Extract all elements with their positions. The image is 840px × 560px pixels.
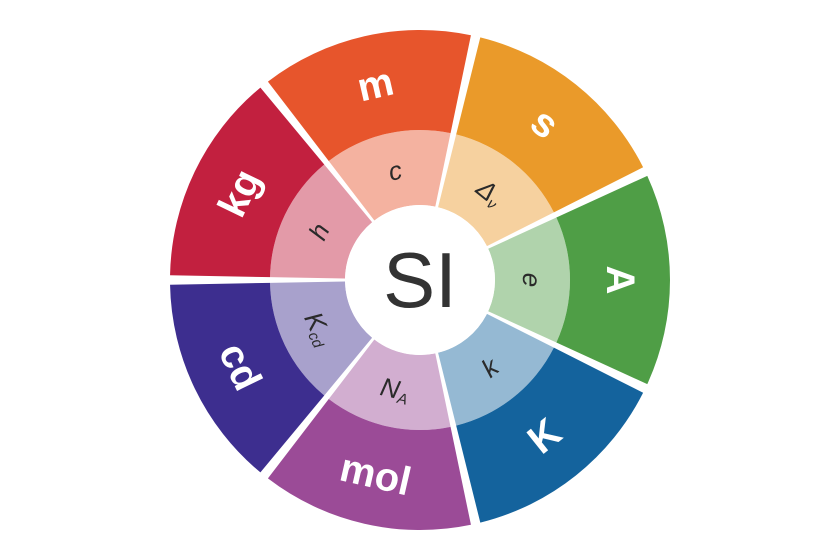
center-label: SI xyxy=(383,236,457,324)
unit-label-A: A xyxy=(598,266,642,295)
constant-label-A: e xyxy=(517,273,547,287)
si-units-wheel: SIkghmcsΔνAeKkmolNAcdKcd xyxy=(0,0,840,560)
